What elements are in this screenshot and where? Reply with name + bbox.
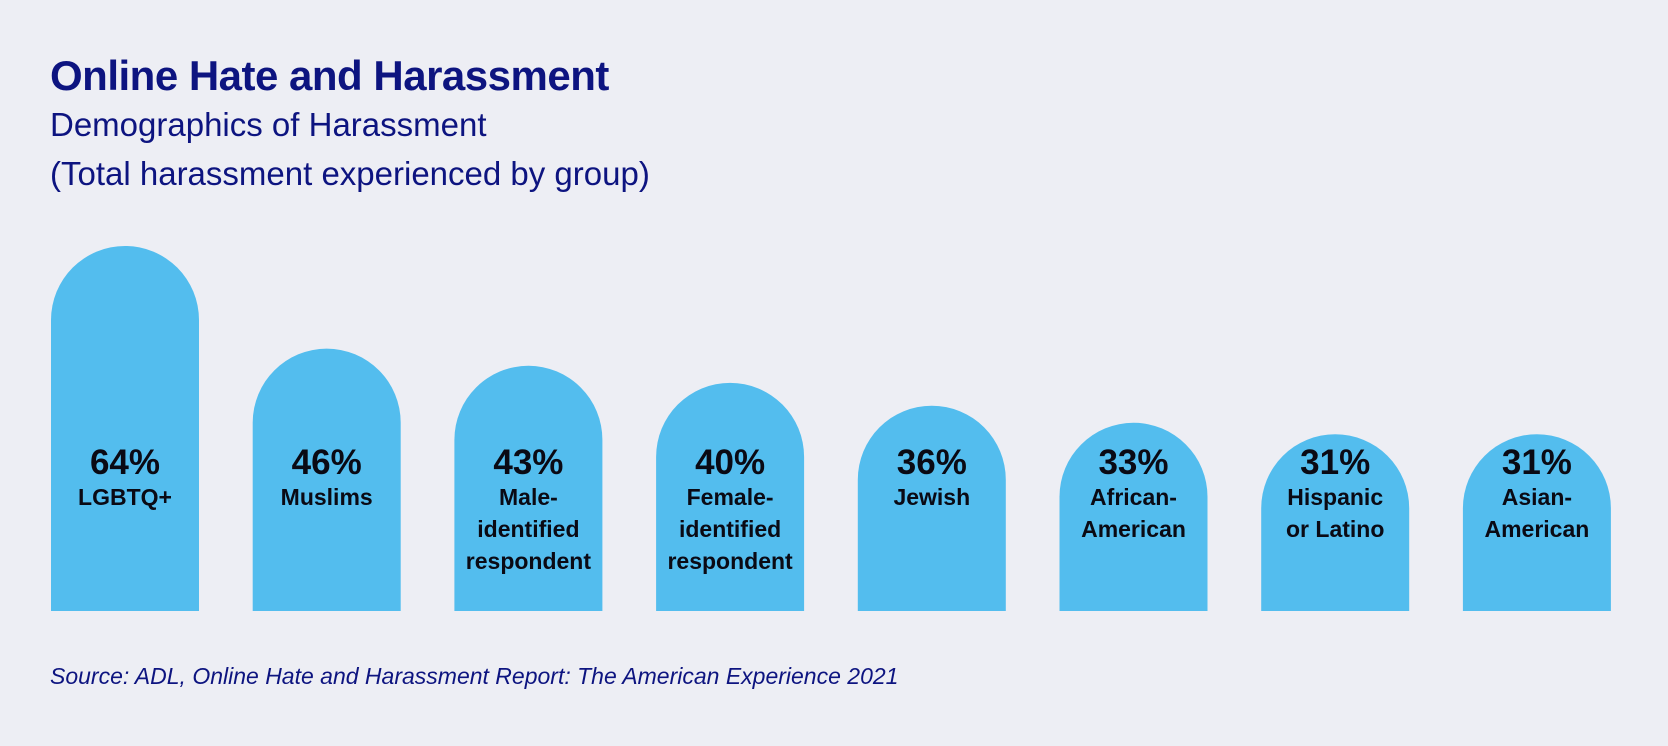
chart-note: (Total harassment experienced by group) (50, 155, 650, 192)
category-label-african-american: African-American (1081, 484, 1186, 542)
bar-group (51, 246, 1611, 611)
category-label-jewish: Jewish (893, 484, 970, 510)
category-label-male-identified-respondent: Male-identified respondent (466, 484, 592, 574)
source-note: Source: ADL, Online Hate and Harassment … (50, 663, 899, 689)
bar-jewish (857, 405, 1006, 611)
data-label-male-identified-respondent: 43% (493, 443, 563, 482)
bar-muslims (252, 348, 401, 611)
data-label-african-american: 33% (1098, 443, 1168, 482)
category-label-muslims: Muslims (281, 484, 373, 510)
category-label-asian-american: Asian-American (1484, 484, 1589, 542)
data-label-female-identified-respondent: 40% (695, 443, 765, 482)
bar-african-american (1059, 422, 1208, 611)
bar-lgbtq (51, 246, 199, 611)
data-label-hispanic-or-latino: 31% (1300, 443, 1370, 482)
bar-hispanic-or-latino (1261, 434, 1410, 611)
label-group: 64%LGBTQ+ 46%Muslims 43%Male-identified res… (78, 443, 1589, 574)
data-label-lgbtq: 64% (90, 443, 160, 482)
chart-subtitle: Demographics of Harassment (50, 106, 487, 143)
data-label-jewish: 36% (897, 443, 967, 482)
category-label-hispanic-or-latino: Hispanic or Latino (1286, 484, 1384, 542)
bar-asian-american (1462, 434, 1611, 611)
bar-female-identified-respondent (656, 382, 805, 611)
chart-title: Online Hate and Harassment (50, 52, 609, 99)
category-label-female-identified-respondent: Female-identified respondent (667, 484, 793, 574)
data-label-muslims: 46% (292, 443, 362, 482)
bar-male-identified-respondent (454, 365, 603, 611)
data-label-asian-american: 31% (1502, 443, 1572, 482)
category-label-lgbtq: LGBTQ+ (78, 484, 172, 510)
